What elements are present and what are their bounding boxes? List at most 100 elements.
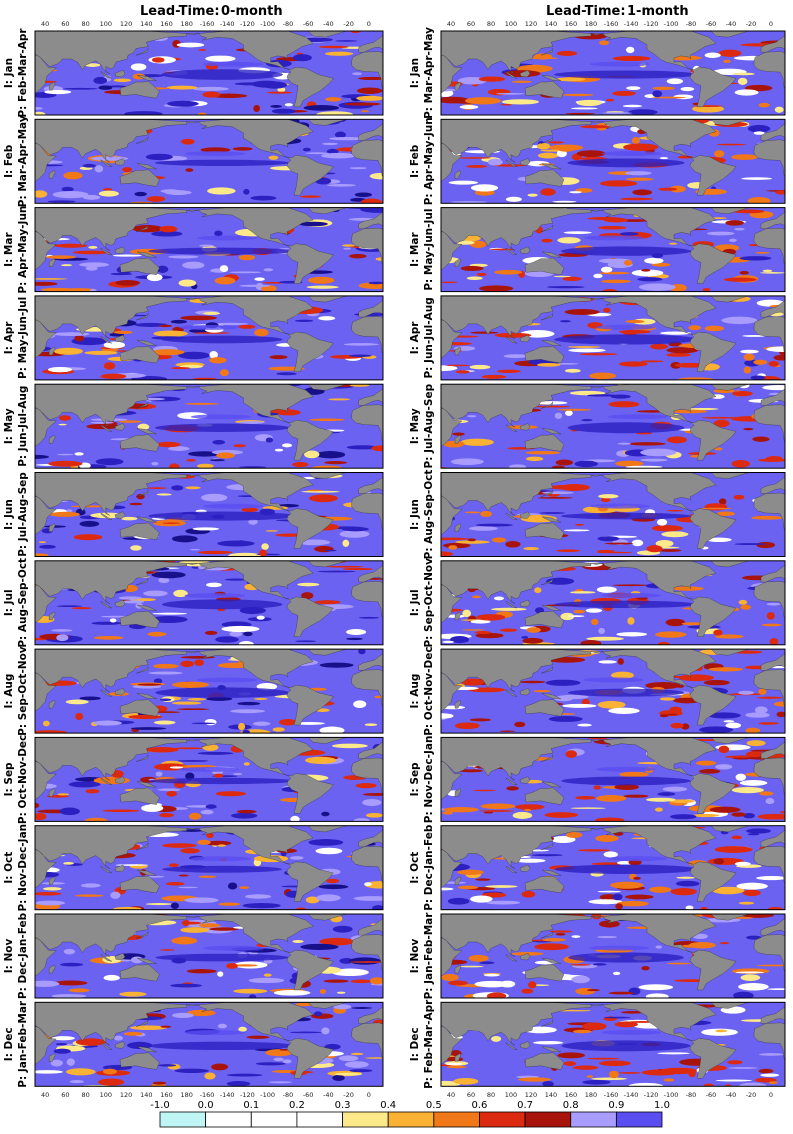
ocean-field bbox=[206, 832, 214, 839]
ocean-field bbox=[619, 232, 639, 236]
ocean-field bbox=[361, 110, 370, 113]
colorbar-label: -1.0 bbox=[150, 1100, 170, 1111]
ocean-field bbox=[625, 177, 654, 181]
ocean-field bbox=[171, 701, 202, 705]
ocean-field bbox=[102, 809, 140, 813]
ocean-field bbox=[256, 615, 265, 620]
ocean-field bbox=[567, 158, 685, 168]
ocean-field bbox=[319, 937, 355, 946]
lon-label: 100 bbox=[505, 20, 517, 28]
ocean-field bbox=[342, 539, 350, 548]
ocean-field bbox=[448, 980, 468, 986]
ocean-field bbox=[714, 447, 723, 451]
ocean-field bbox=[294, 319, 314, 323]
ocean-field bbox=[731, 459, 751, 468]
ocean-field bbox=[120, 516, 138, 521]
ocean-field bbox=[372, 905, 383, 910]
map-panel bbox=[441, 737, 785, 822]
ocean-field bbox=[63, 87, 98, 90]
ocean-field bbox=[596, 551, 633, 554]
ocean-field bbox=[442, 640, 455, 644]
ocean-field bbox=[555, 459, 574, 466]
ocean-field bbox=[35, 190, 48, 198]
ocean-field bbox=[583, 677, 644, 683]
init-label: I: Jul bbox=[409, 589, 421, 616]
ocean-field bbox=[551, 835, 576, 843]
ocean-field bbox=[759, 791, 774, 796]
ocean-field bbox=[113, 1035, 124, 1041]
ocean-field bbox=[554, 334, 698, 345]
ocean-field bbox=[641, 1069, 679, 1076]
ocean-field bbox=[326, 184, 356, 187]
predict-label: P: Feb-Mar-Apr bbox=[17, 28, 29, 118]
ocean-field bbox=[215, 636, 239, 643]
ocean-field bbox=[238, 254, 256, 261]
lon-label: -160 bbox=[200, 20, 215, 28]
colorbar-label: 0.3 bbox=[335, 1100, 351, 1111]
ocean-field bbox=[362, 798, 382, 807]
ocean-field bbox=[475, 878, 491, 881]
ocean-field bbox=[592, 963, 607, 966]
ocean-field bbox=[82, 163, 96, 168]
ocean-field bbox=[61, 186, 74, 192]
ocean-field bbox=[152, 1081, 167, 1085]
ocean-field bbox=[757, 813, 785, 820]
ocean-field bbox=[318, 316, 336, 321]
ocean-field bbox=[678, 674, 714, 682]
ocean-field bbox=[706, 231, 735, 236]
lon-label: 140 bbox=[545, 1091, 557, 1099]
ocean-field bbox=[692, 813, 720, 818]
ocean-field bbox=[737, 77, 748, 85]
map-panel bbox=[441, 914, 785, 998]
ocean-field bbox=[152, 612, 188, 615]
ocean-field bbox=[475, 632, 504, 639]
ocean-field bbox=[72, 250, 110, 255]
ocean-field bbox=[134, 191, 147, 197]
ocean-field bbox=[619, 197, 653, 201]
ocean-field bbox=[576, 150, 606, 157]
ocean-field bbox=[456, 240, 475, 245]
ocean-field bbox=[754, 1077, 777, 1083]
ocean-field bbox=[204, 840, 232, 846]
ocean-field bbox=[612, 893, 623, 901]
ocean-field bbox=[608, 707, 640, 714]
ocean-field bbox=[35, 892, 62, 896]
ocean-field bbox=[170, 367, 191, 370]
predict-label: P: Nov-Dec-Jan bbox=[423, 736, 435, 824]
ocean-field bbox=[254, 697, 268, 700]
ocean-field bbox=[758, 688, 767, 695]
ocean-field bbox=[198, 112, 207, 115]
ocean-field bbox=[458, 965, 484, 968]
ocean-field bbox=[197, 463, 214, 469]
ocean-field bbox=[545, 679, 581, 686]
ocean-field bbox=[171, 535, 198, 543]
ocean-field bbox=[151, 231, 183, 237]
ocean-field bbox=[659, 697, 676, 701]
ocean-field bbox=[570, 807, 606, 809]
ocean-field bbox=[728, 238, 737, 242]
ocean-field bbox=[130, 1025, 168, 1031]
ocean-field bbox=[522, 637, 544, 644]
ocean-field bbox=[191, 722, 216, 725]
ocean-field bbox=[281, 443, 293, 448]
init-label: I: May bbox=[409, 408, 421, 444]
ocean-field bbox=[700, 507, 732, 510]
ocean-field bbox=[594, 817, 625, 822]
lon-label: -60 bbox=[303, 1091, 314, 1099]
ocean-field bbox=[667, 436, 687, 444]
ocean-field bbox=[315, 847, 343, 855]
ocean-field bbox=[119, 991, 147, 997]
ocean-field bbox=[212, 322, 249, 326]
ocean-field bbox=[734, 861, 751, 866]
ocean-field bbox=[548, 141, 564, 144]
ocean-field bbox=[200, 147, 231, 153]
ocean-field bbox=[568, 952, 684, 963]
lon-label: -20 bbox=[343, 20, 354, 28]
ocean-field bbox=[230, 709, 266, 714]
ocean-field bbox=[254, 277, 265, 281]
ocean-field bbox=[374, 695, 383, 699]
ocean-field bbox=[226, 963, 238, 969]
ocean-field bbox=[575, 796, 596, 800]
ocean-field bbox=[533, 690, 551, 693]
ocean-field bbox=[157, 788, 181, 792]
